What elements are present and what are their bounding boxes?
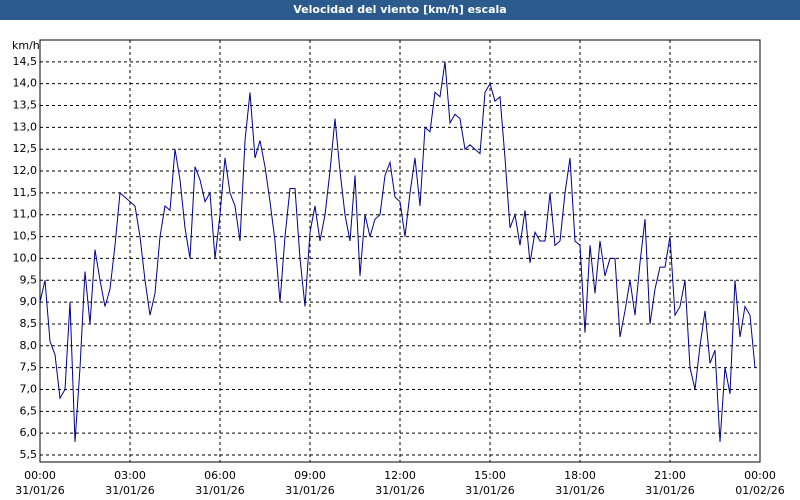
x-tick-label: 00:00 bbox=[24, 469, 56, 482]
x-tick-date: 31/01/26 bbox=[15, 484, 64, 497]
x-tick-date: 31/01/26 bbox=[375, 484, 424, 497]
y-tick-label: 6,0 bbox=[20, 426, 38, 439]
x-tick-label: 18:00 bbox=[564, 469, 596, 482]
x-tick-label: 15:00 bbox=[474, 469, 506, 482]
y-tick-label: 14,0 bbox=[13, 77, 38, 90]
x-tick-date: 01/02/26 bbox=[735, 484, 784, 497]
y-tick-label: 6,5 bbox=[20, 404, 38, 417]
y-tick-label: 14,5 bbox=[13, 55, 38, 68]
x-tick-label: 09:00 bbox=[294, 469, 326, 482]
x-tick-label: 00:00 bbox=[744, 469, 776, 482]
y-unit: km/h bbox=[12, 39, 40, 52]
y-tick-label: 7,0 bbox=[20, 382, 38, 395]
y-tick-label: 7,5 bbox=[20, 361, 38, 374]
y-tick-label: 13,5 bbox=[13, 99, 38, 112]
y-tick-label: 11,5 bbox=[13, 186, 38, 199]
y-tick-label: 8,5 bbox=[20, 317, 38, 330]
y-tick-label: 10,5 bbox=[13, 230, 38, 243]
data-line bbox=[39, 61, 756, 442]
title-bar bbox=[0, 0, 800, 20]
x-tick-date: 31/01/26 bbox=[285, 484, 334, 497]
x-tick-date: 31/01/26 bbox=[555, 484, 604, 497]
y-tick-label: 5,5 bbox=[20, 448, 38, 461]
y-tick-label: 9,5 bbox=[20, 273, 38, 286]
x-tick-date: 31/01/26 bbox=[465, 484, 514, 497]
y-tick-label: 9,0 bbox=[20, 295, 38, 308]
x-tick-date: 31/01/26 bbox=[195, 484, 244, 497]
x-tick-date: 31/01/26 bbox=[105, 484, 154, 497]
y-tick-label: 13,0 bbox=[13, 120, 38, 133]
y-tick-label: 8,0 bbox=[20, 339, 38, 352]
x-tick-date: 31/01/26 bbox=[645, 484, 694, 497]
chart-title: Velocidad del viento [km/h] escala bbox=[293, 3, 506, 16]
y-tick-label: 10,0 bbox=[13, 251, 38, 264]
y-tick-label: 11,0 bbox=[13, 208, 38, 221]
x-tick-label: 06:00 bbox=[204, 469, 236, 482]
y-tick-label: 12,0 bbox=[13, 164, 38, 177]
y-tick-label: 12,5 bbox=[13, 142, 38, 155]
x-tick-label: 03:00 bbox=[114, 469, 146, 482]
x-tick-label: 21:00 bbox=[654, 469, 686, 482]
x-tick-label: 12:00 bbox=[384, 469, 416, 482]
